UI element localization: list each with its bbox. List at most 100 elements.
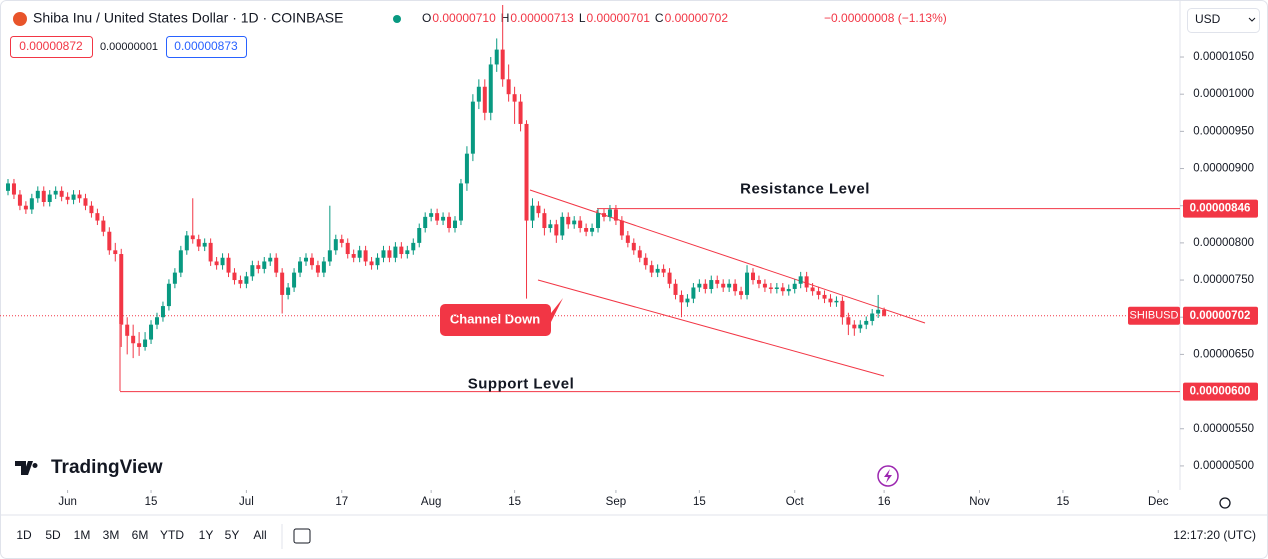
range-button[interactable]: 1D [16, 528, 32, 542]
candle-body [691, 287, 696, 299]
range-button[interactable]: 6M [132, 528, 149, 542]
candle-body [172, 272, 177, 284]
candle-body [327, 250, 332, 262]
x-tick-label: Oct [786, 496, 805, 508]
y-tick-label: 0.00000650 [1193, 348, 1254, 360]
candle-body [715, 280, 720, 284]
y-tick-label: 0.00000550 [1193, 423, 1254, 435]
y-tick-label: 0.00000800 [1193, 237, 1254, 249]
candle-body [458, 183, 463, 221]
candle-body [160, 306, 165, 318]
candle-body [357, 250, 362, 258]
x-tick-label: Aug [421, 496, 441, 508]
candle-body [822, 294, 827, 299]
candle-body [733, 283, 738, 292]
range-button[interactable]: 5Y [225, 528, 240, 542]
range-button[interactable]: 5D [45, 528, 61, 542]
candle-body [137, 343, 142, 347]
y-tick-label: 0.00000900 [1193, 163, 1254, 175]
legend-value: 0.00000710 [432, 11, 496, 25]
candle-body [11, 183, 16, 195]
candle-body [655, 268, 660, 273]
range-button[interactable]: YTD [160, 528, 184, 542]
candle-body [673, 283, 678, 295]
range-button[interactable]: 1Y [199, 528, 214, 542]
candle-body [703, 283, 708, 289]
candle-body [768, 287, 773, 289]
candle-body [584, 228, 589, 232]
candle-body [405, 250, 410, 255]
candle-body [828, 298, 833, 303]
symbol-tag [1128, 306, 1180, 325]
candle-body [149, 324, 154, 340]
candle-body [602, 213, 606, 217]
symbol-tag-label: SHIBUSD [1130, 310, 1179, 322]
candle-body [351, 254, 356, 258]
candle-body [65, 196, 70, 200]
candle-body [381, 250, 386, 258]
range-button[interactable]: 3M [103, 528, 120, 542]
x-tick-label: Jul [239, 496, 254, 508]
x-tick-label: 15 [145, 496, 158, 508]
bid-box[interactable] [10, 36, 93, 58]
candle-body [500, 49, 505, 80]
candle-body [339, 239, 344, 243]
price-tag [1183, 382, 1258, 401]
candle-body [613, 209, 618, 221]
bid: 0.00000872 [19, 39, 83, 53]
candle-body [101, 220, 106, 232]
x-tick-label: 15 [508, 496, 521, 508]
candle-body [578, 220, 583, 229]
candle-body [721, 283, 726, 288]
candle-body [590, 228, 595, 232]
candle-body [238, 280, 243, 284]
candle-body [792, 283, 797, 289]
candle-body [292, 272, 297, 288]
calendar-icon[interactable] [293, 528, 311, 544]
symbol-title[interactable]: Shiba Inu / United States Dollar · 1D · … [33, 10, 343, 26]
candle-body [482, 86, 487, 113]
candle-body [131, 335, 136, 344]
candle-body [596, 213, 601, 229]
candle-body [739, 291, 744, 295]
ask: 0.00000873 [174, 39, 238, 53]
legend-key: C [655, 11, 664, 25]
range-button[interactable]: 1M [74, 528, 91, 542]
candle-body [387, 250, 392, 258]
candle-body [661, 268, 666, 273]
candle-body [304, 257, 308, 262]
candle-body [47, 194, 52, 202]
candle-body [745, 272, 750, 295]
y-tick-label: 0.00000750 [1193, 274, 1254, 286]
ohlc-legend: O 0.00000710 H 0.00000713 L 0.00000701 C 0.0000… [422, 11, 728, 25]
x-tick-label: 17 [335, 496, 348, 508]
y-tick-label: 0.00001050 [1193, 51, 1254, 63]
x-tick-label: 15 [693, 496, 706, 508]
candle-body [208, 242, 213, 262]
candle-body [631, 242, 636, 251]
candle-body [298, 261, 303, 273]
level-name: Support Level [468, 376, 575, 393]
candle-body [214, 261, 219, 266]
clock: 12:17:20 (UTC) [1173, 528, 1256, 542]
currency-dropdown[interactable] [1187, 8, 1260, 33]
candle-body [625, 235, 630, 243]
candle-body [643, 257, 648, 266]
candle-body [321, 261, 326, 273]
candle-body [286, 287, 291, 295]
ask-box[interactable] [166, 36, 247, 58]
candle-body [494, 49, 499, 65]
candle-body [53, 190, 58, 195]
candle-body [685, 298, 690, 303]
candle-body [89, 205, 94, 214]
candle-body [524, 123, 529, 221]
candle-body [59, 190, 64, 197]
settings-icon[interactable] [1219, 497, 1231, 509]
candle-body [518, 101, 523, 124]
x-tick-label: Sep [606, 496, 626, 508]
candle-body [369, 261, 374, 266]
legend-value: 0.00000713 [510, 11, 574, 25]
range-button[interactable]: All [253, 528, 266, 542]
candle-body [488, 64, 493, 113]
